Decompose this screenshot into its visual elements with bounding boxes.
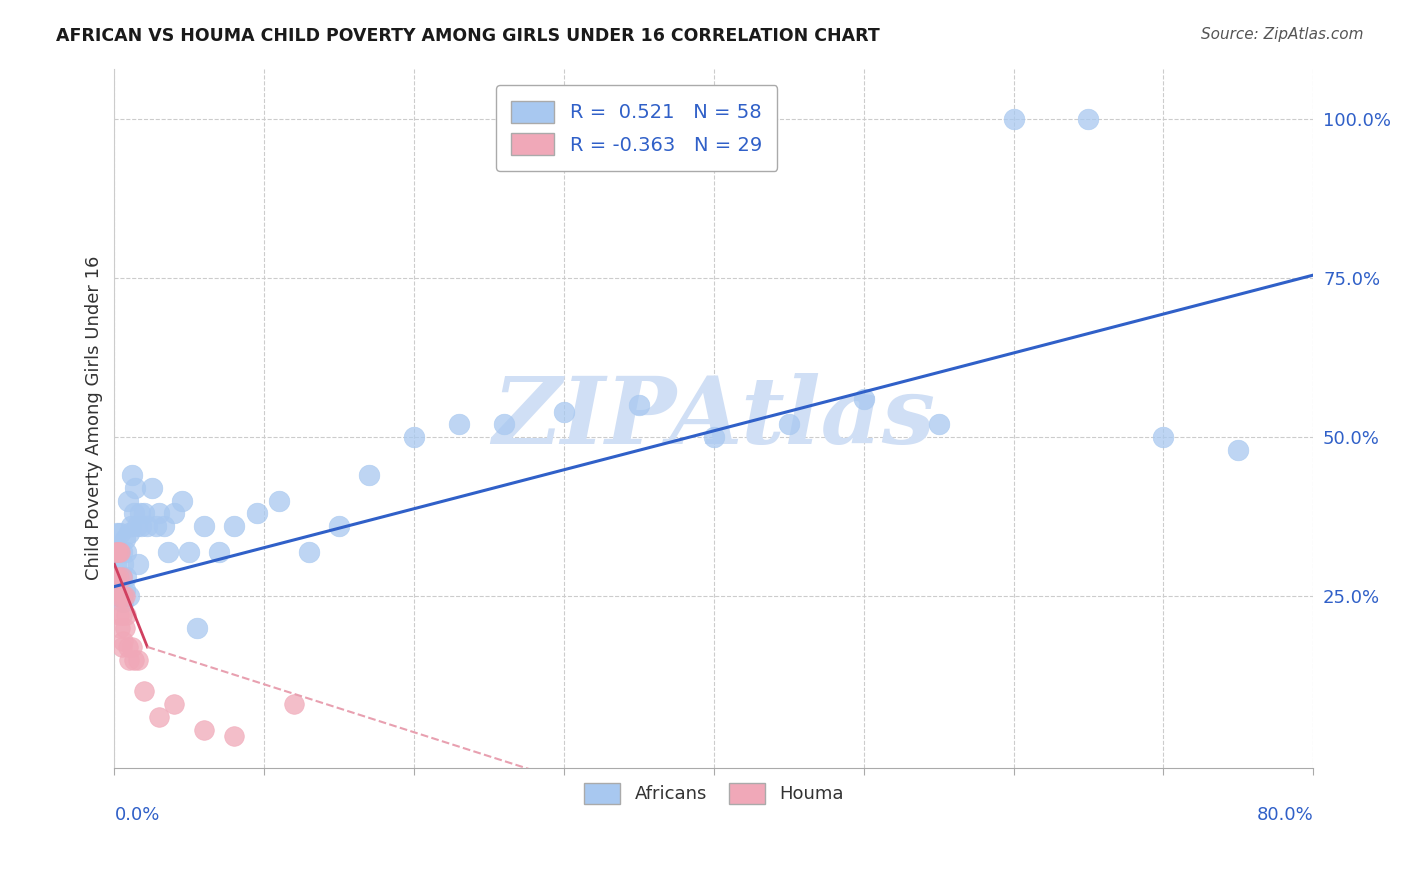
Point [121,468,143,483]
Legend: Africans, Houma: Africans, Houma [576,776,851,811]
Point [118,653,141,667]
Point [193,723,215,737]
Point [128,507,150,521]
Point [153,519,176,533]
Point [553,405,575,419]
Point [110,621,132,635]
Point [112,633,135,648]
Point [110,576,132,591]
Point [208,544,231,558]
Point [145,519,167,533]
Text: ZIPAtlas: ZIPAtlas [492,373,935,463]
Point [928,417,950,432]
Text: 80.0%: 80.0% [1257,806,1313,824]
Point [118,589,141,603]
Point [627,398,650,412]
Point [107,570,129,584]
Point [122,653,145,667]
Point [141,481,163,495]
Point [224,519,246,533]
Point [1077,112,1099,127]
Point [125,519,148,533]
Point [127,653,149,667]
Point [246,507,269,521]
Point [104,558,127,572]
Point [118,525,141,540]
Point [114,589,136,603]
Point [131,519,153,533]
Point [703,430,725,444]
Point [1002,112,1025,127]
Point [104,544,127,558]
Point [120,519,142,533]
Point [148,507,170,521]
Point [110,525,132,540]
Point [107,525,129,540]
Point [114,621,136,635]
Point [104,570,127,584]
Point [134,507,156,521]
Point [108,608,131,623]
Point [114,532,136,546]
Point [107,544,129,558]
Point [115,608,138,623]
Point [111,640,134,654]
Point [112,589,135,603]
Point [328,519,350,533]
Point [111,608,134,623]
Point [111,544,134,558]
Point [108,544,131,558]
Text: 0.0%: 0.0% [114,806,160,824]
Point [121,640,143,654]
Point [115,544,138,558]
Point [122,507,145,521]
Point [107,589,129,603]
Point [298,544,321,558]
Point [108,570,131,584]
Point [186,621,208,635]
Point [108,589,131,603]
Point [359,468,381,483]
Point [114,582,136,597]
Point [127,558,149,572]
Point [1152,430,1174,444]
Point [115,570,138,584]
Point [134,684,156,698]
Point [224,729,246,743]
Point [117,640,139,654]
Point [111,570,134,584]
Point [110,589,132,603]
Point [148,710,170,724]
Point [193,519,215,533]
Point [778,417,800,432]
Point [111,570,134,584]
Point [170,493,193,508]
Point [1227,442,1250,457]
Point [179,544,201,558]
Point [108,544,131,558]
Text: AFRICAN VS HOUMA CHILD POVERTY AMONG GIRLS UNDER 16 CORRELATION CHART: AFRICAN VS HOUMA CHILD POVERTY AMONG GIR… [56,27,880,45]
Point [157,544,180,558]
Point [269,493,291,508]
Point [163,697,186,711]
Point [283,697,305,711]
Point [112,595,135,609]
Point [117,493,139,508]
Point [163,507,186,521]
Point [449,417,471,432]
Point [136,519,159,533]
Point [110,544,132,558]
Point [492,417,515,432]
Y-axis label: Child Poverty Among Girls Under 16: Child Poverty Among Girls Under 16 [86,256,103,581]
Point [112,558,135,572]
Text: Source: ZipAtlas.com: Source: ZipAtlas.com [1201,27,1364,42]
Point [852,392,875,406]
Point [124,481,146,495]
Point [404,430,426,444]
